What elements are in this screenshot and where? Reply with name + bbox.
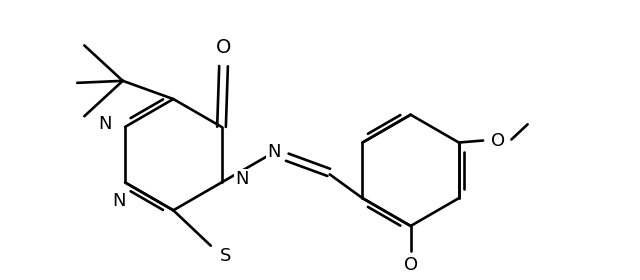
Text: N: N — [98, 115, 112, 133]
Text: N: N — [268, 143, 281, 161]
Text: N: N — [235, 171, 248, 188]
Text: O: O — [216, 38, 231, 57]
Text: O: O — [492, 132, 506, 150]
Text: S: S — [220, 247, 232, 265]
Text: O: O — [404, 256, 418, 274]
Text: N: N — [113, 192, 126, 210]
